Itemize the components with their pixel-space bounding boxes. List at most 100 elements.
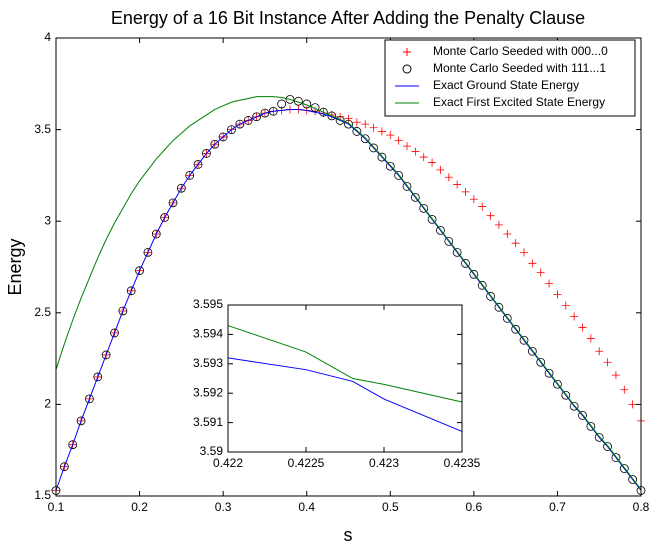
- x-tick-label: 0.8: [633, 500, 650, 514]
- marker-circle: [561, 390, 571, 400]
- marker-circle: [352, 127, 362, 136]
- y-tick-label: 3.593: [193, 356, 223, 370]
- x-tick-label: 0.1: [48, 500, 65, 514]
- marker-circle: [569, 401, 579, 411]
- marker-circle: [101, 350, 111, 360]
- marker-circle: [118, 306, 128, 316]
- marker-circle: [603, 442, 612, 451]
- marker-circle: [385, 161, 395, 171]
- marker-plus: [561, 301, 570, 310]
- x-tick-label: 0.4: [298, 500, 315, 514]
- marker-plus: [478, 202, 487, 211]
- marker-circle: [160, 213, 170, 222]
- marker-plus: [511, 239, 520, 248]
- legend-label: Exact First Excited State Energy: [433, 95, 605, 109]
- marker-plus: [553, 290, 562, 299]
- y-tick-label: 4: [44, 30, 51, 44]
- legend-label: Monte Carlo Seeded with 000...0: [433, 44, 608, 58]
- marker-circle: [486, 291, 495, 301]
- marker-circle: [427, 214, 437, 224]
- marker-plus: [620, 385, 629, 394]
- marker-plus: [461, 187, 470, 196]
- marker-plus: [403, 142, 411, 151]
- marker-circle: [319, 107, 328, 117]
- x-tick-label: 0.3: [215, 500, 232, 514]
- marker-circle: [235, 119, 245, 129]
- marker-circle: [243, 116, 253, 125]
- marker-circle: [452, 247, 462, 257]
- marker-plus: [494, 220, 503, 229]
- marker-circle: [410, 192, 420, 202]
- x-tick-label: 0.6: [466, 500, 483, 514]
- marker-plus: [595, 347, 604, 356]
- marker-plus: [545, 279, 554, 288]
- marker-plus: [411, 147, 420, 156]
- axes-box: [55, 37, 642, 497]
- marker-circle: [260, 108, 270, 118]
- legend-marker: [402, 64, 412, 74]
- marker-plus: [520, 248, 528, 257]
- marker-plus: [436, 165, 445, 174]
- marker-circle: [210, 139, 220, 149]
- y-tick-label: 3.5: [34, 122, 51, 136]
- marker-circle: [126, 286, 136, 296]
- x-tick-label: 0.7: [549, 500, 566, 514]
- y-tick-label: 3.591: [193, 415, 223, 429]
- marker-circle: [519, 335, 529, 345]
- marker-circle: [143, 247, 153, 257]
- marker-circle: [369, 143, 378, 153]
- marker-plus: [361, 120, 370, 129]
- marker-circle: [76, 416, 86, 426]
- x-tick-label: 0.423: [369, 456, 399, 470]
- marker-circle: [444, 236, 454, 246]
- y-tick-label: 3.59: [200, 444, 224, 458]
- marker-circle: [176, 183, 186, 193]
- marker-circle: [360, 134, 370, 144]
- marker-plus: [344, 114, 353, 123]
- x-axis-label: s: [344, 525, 353, 545]
- marker-plus: [611, 371, 620, 380]
- marker-circle: [168, 198, 178, 208]
- marker-circle: [536, 357, 546, 367]
- marker-circle: [344, 119, 353, 129]
- chart-title: Energy of a 16 Bit Instance After Adding…: [111, 8, 585, 28]
- marker-plus: [419, 153, 428, 162]
- marker-circle: [93, 372, 103, 382]
- marker-plus: [386, 131, 395, 140]
- y-tick-label: 3.595: [193, 297, 223, 311]
- marker-plus: [352, 118, 361, 127]
- marker-circle: [85, 394, 94, 404]
- y-tick-label: 3.594: [193, 327, 223, 341]
- marker-plus: [444, 173, 453, 182]
- marker-circle: [586, 421, 596, 431]
- marker-circle: [252, 112, 261, 122]
- x-tick-label: 0.4225: [288, 456, 325, 470]
- y-tick-label: 2: [44, 397, 51, 411]
- marker-circle: [227, 125, 236, 135]
- marker-plus: [586, 334, 595, 343]
- legend-label: Exact Ground State Energy: [433, 78, 579, 92]
- marker-circle: [402, 181, 412, 191]
- marker-plus: [503, 230, 512, 239]
- marker-circle: [628, 475, 638, 484]
- marker-plus: [428, 158, 437, 167]
- marker-circle: [527, 346, 537, 356]
- marker-circle: [277, 99, 287, 109]
- y-tick-label: 3.592: [193, 385, 223, 399]
- marker-circle: [578, 410, 587, 420]
- marker-circle: [553, 379, 562, 389]
- series-line: [55, 108, 642, 491]
- marker-circle: [502, 313, 512, 323]
- marker-circle: [477, 280, 487, 290]
- marker-circle: [511, 324, 521, 334]
- plot-area: [228, 305, 462, 452]
- marker-circle: [202, 149, 211, 158]
- x-tick-label: 0.422: [213, 456, 243, 470]
- marker-plus: [570, 312, 579, 321]
- marker-circle: [310, 103, 320, 113]
- y-tick-label: 1.5: [34, 488, 51, 502]
- marker-circle: [436, 225, 445, 235]
- legend-box: [384, 39, 636, 117]
- series-line: [55, 96, 642, 490]
